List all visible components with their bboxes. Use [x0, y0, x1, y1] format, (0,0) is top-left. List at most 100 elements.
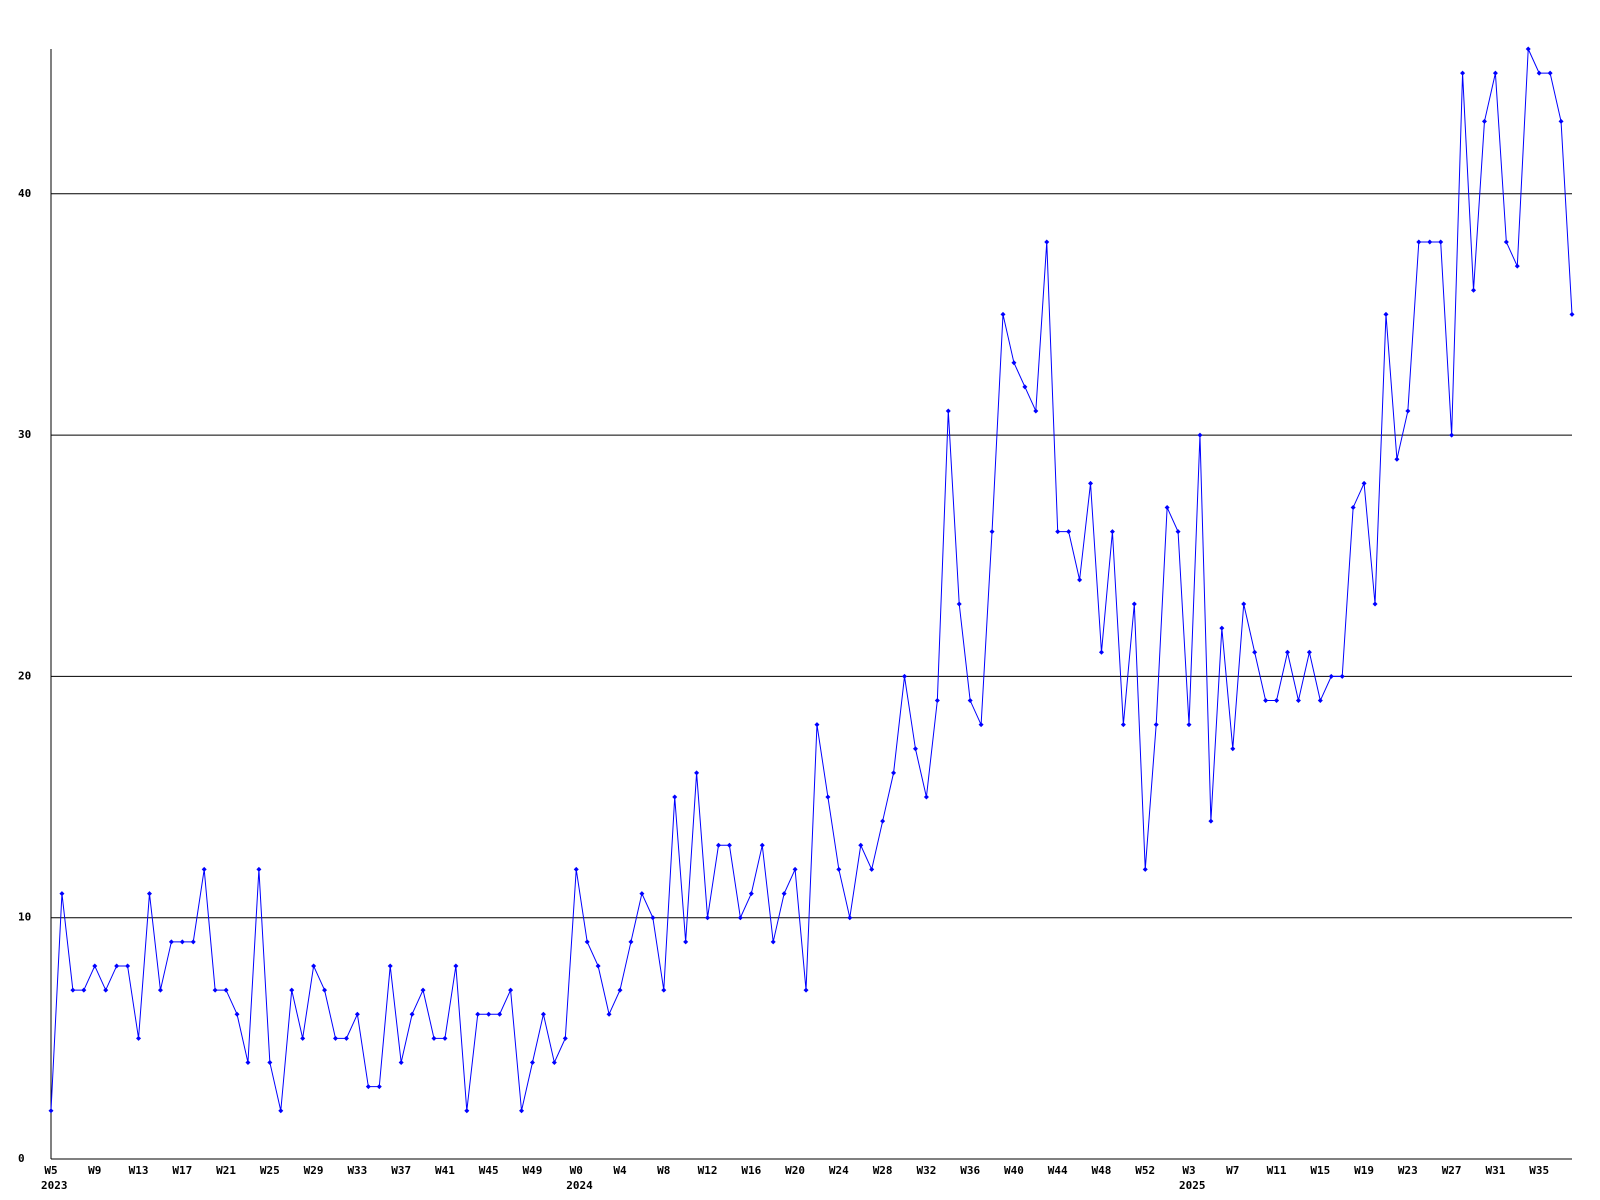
point: [1164, 504, 1170, 510]
point: [606, 1011, 612, 1017]
x-year-label: 2023: [41, 1179, 68, 1192]
x-tick-label: W9: [88, 1164, 101, 1177]
x-tick-label: W52: [1135, 1164, 1155, 1177]
x-tick-label: W23: [1398, 1164, 1418, 1177]
point: [715, 842, 721, 848]
point: [234, 1011, 240, 1017]
x-tick-label: W45: [479, 1164, 499, 1177]
point: [1066, 529, 1072, 535]
point: [1098, 649, 1104, 655]
point: [967, 698, 973, 704]
point: [420, 987, 426, 993]
point: [431, 1035, 437, 1041]
point: [103, 987, 109, 993]
point: [683, 939, 689, 945]
point: [1011, 360, 1017, 366]
point: [1416, 239, 1422, 245]
x-tick-label: W17: [172, 1164, 192, 1177]
x-tick-label: W28: [873, 1164, 893, 1177]
point: [792, 866, 798, 872]
point: [1230, 746, 1236, 752]
point: [1109, 529, 1115, 535]
point: [398, 1059, 404, 1065]
point: [245, 1059, 251, 1065]
point: [584, 939, 590, 945]
point: [836, 866, 842, 872]
point: [442, 1035, 448, 1041]
point: [1394, 456, 1400, 462]
point: [1186, 722, 1192, 728]
point: [639, 891, 645, 897]
point: [1405, 408, 1411, 414]
point: [376, 1084, 382, 1090]
point: [354, 1011, 360, 1017]
point: [1383, 311, 1389, 317]
x-tick-label: W44: [1048, 1164, 1068, 1177]
point: [770, 939, 776, 945]
y-tick-label: 20: [18, 669, 31, 682]
point: [1427, 239, 1433, 245]
x-tick-label: W7: [1226, 1164, 1239, 1177]
y-tick-label: 30: [18, 428, 31, 441]
point: [59, 891, 65, 897]
point: [1120, 722, 1126, 728]
point: [1263, 698, 1269, 704]
point: [1284, 649, 1290, 655]
x-tick-label: W20: [785, 1164, 805, 1177]
x-tick-label: W0: [570, 1164, 583, 1177]
point: [409, 1011, 415, 1017]
y-tick-label: 10: [18, 911, 31, 924]
x-tick-label: W40: [1004, 1164, 1024, 1177]
point: [737, 915, 743, 921]
point: [1328, 673, 1334, 679]
point: [136, 1035, 142, 1041]
point: [1514, 263, 1520, 269]
x-tick-label: W35: [1529, 1164, 1549, 1177]
point: [475, 1011, 481, 1017]
point: [573, 866, 579, 872]
point: [1197, 432, 1203, 438]
x-tick-label: W48: [1092, 1164, 1112, 1177]
point: [146, 891, 152, 897]
x-tick-label: W8: [657, 1164, 670, 1177]
point: [945, 408, 951, 414]
point: [322, 987, 328, 993]
point: [1022, 384, 1028, 390]
x-tick-label: W33: [347, 1164, 367, 1177]
point: [1077, 577, 1083, 583]
x-year-label: 2024: [566, 1179, 593, 1192]
point: [256, 866, 262, 872]
point: [1295, 698, 1301, 704]
point: [1481, 118, 1487, 124]
point: [825, 794, 831, 800]
point: [956, 601, 962, 607]
point: [343, 1035, 349, 1041]
point: [81, 987, 87, 993]
point: [311, 963, 317, 969]
series-line: [50, 48, 1573, 1111]
point: [212, 987, 218, 993]
x-tick-label: W11: [1267, 1164, 1287, 1177]
point: [923, 794, 929, 800]
point: [486, 1011, 492, 1017]
point: [157, 987, 163, 993]
x-tick-label: W16: [741, 1164, 761, 1177]
point: [1350, 504, 1356, 510]
point: [1503, 239, 1509, 245]
point: [1153, 722, 1159, 728]
point: [223, 987, 229, 993]
point: [1000, 311, 1006, 317]
x-tick-label: W25: [260, 1164, 280, 1177]
point: [880, 818, 886, 824]
point: [934, 698, 940, 704]
point: [1219, 625, 1225, 631]
point: [628, 939, 634, 945]
point: [168, 939, 174, 945]
x-tick-label: W13: [129, 1164, 149, 1177]
point: [114, 963, 120, 969]
point: [1460, 70, 1466, 76]
point: [595, 963, 601, 969]
point: [519, 1108, 525, 1114]
point: [847, 915, 853, 921]
